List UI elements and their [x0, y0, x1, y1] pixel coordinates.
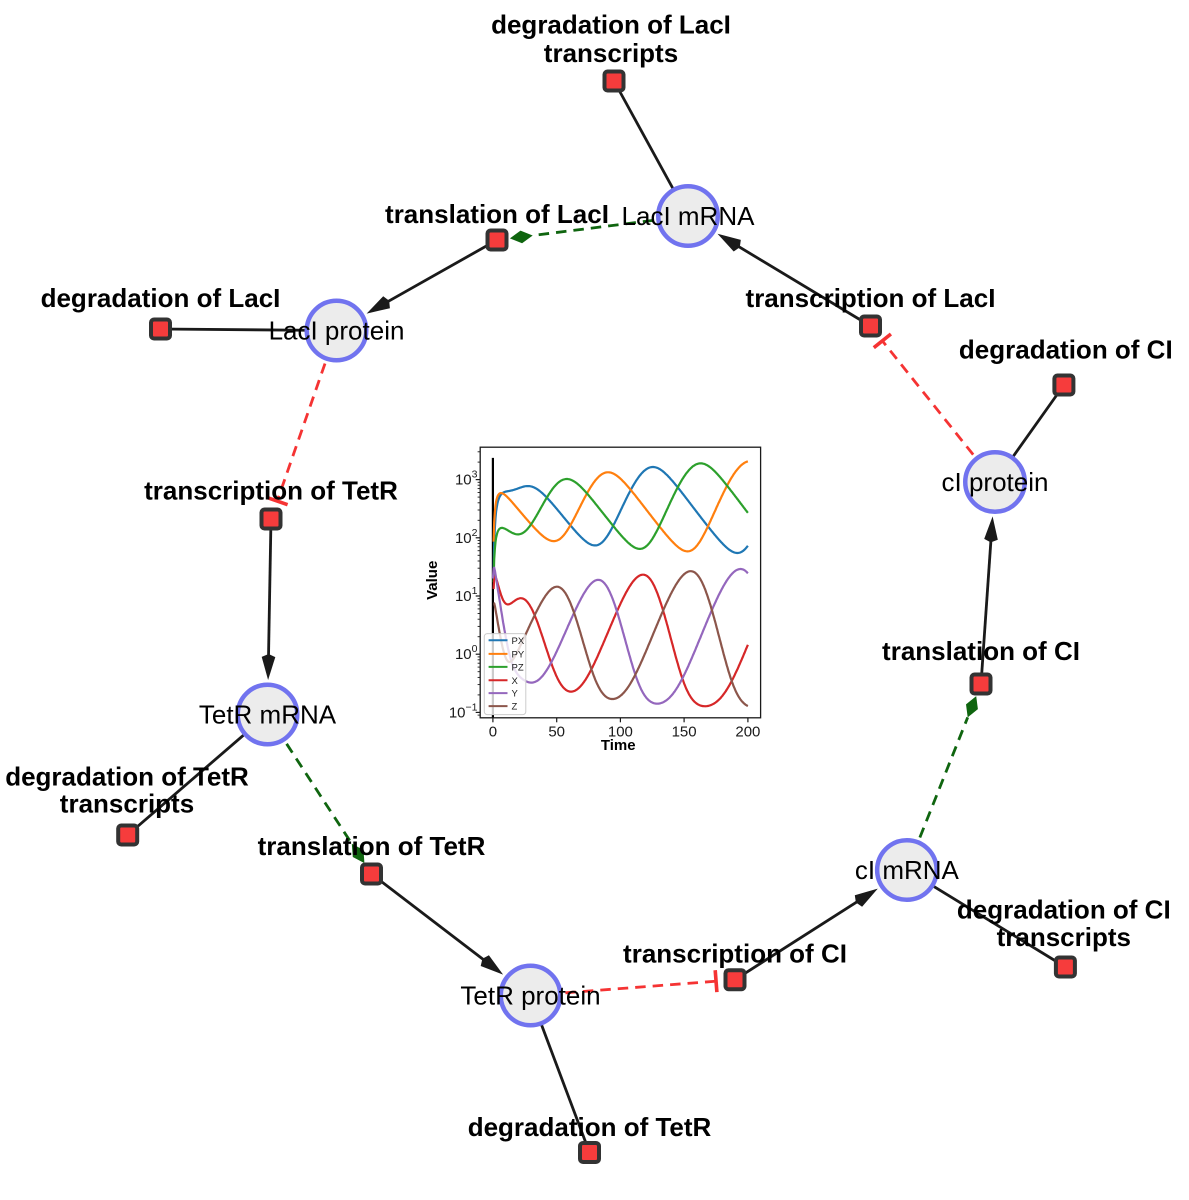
svg-text:translation of CI: translation of CI [882, 636, 1080, 666]
svg-text:degradation of CI: degradation of CI [959, 335, 1173, 365]
svg-text:150: 150 [672, 724, 697, 741]
svg-text:TetR mRNA: TetR mRNA [199, 700, 337, 730]
svg-text:LacI mRNA: LacI mRNA [622, 201, 756, 231]
svg-text:0: 0 [489, 724, 497, 741]
svg-text:translation of TetR: translation of TetR [258, 831, 486, 861]
svg-text:degradation of CI: degradation of CI [957, 895, 1171, 925]
svg-text:PY: PY [512, 650, 525, 661]
svg-text:Value: Value [424, 561, 441, 600]
svg-text:100: 100 [608, 724, 633, 741]
svg-text:translation of LacI: translation of LacI [385, 199, 609, 229]
svg-text:transcripts: transcripts [60, 788, 194, 818]
svg-text:Z: Z [512, 702, 518, 713]
svg-text:transcripts: transcripts [997, 922, 1131, 952]
svg-text:200: 200 [735, 724, 760, 741]
svg-text:PZ: PZ [512, 663, 524, 674]
svg-text:Time: Time [601, 737, 636, 754]
svg-text:X: X [512, 676, 519, 687]
svg-text:degradation of LacI: degradation of LacI [41, 283, 281, 313]
svg-text:Y: Y [512, 689, 519, 700]
svg-text:transcripts: transcripts [544, 38, 678, 68]
svg-text:cI mRNA: cI mRNA [855, 855, 960, 885]
svg-text:50: 50 [548, 724, 565, 741]
svg-text:transcription of TetR: transcription of TetR [144, 476, 398, 506]
svg-text:degradation of TetR: degradation of TetR [5, 762, 249, 792]
svg-text:transcription of LacI: transcription of LacI [746, 283, 996, 313]
svg-text:degradation of LacI: degradation of LacI [491, 10, 731, 40]
svg-text:TetR protein: TetR protein [460, 981, 600, 1011]
svg-text:LacI protein: LacI protein [269, 316, 405, 346]
svg-text:PX: PX [512, 636, 525, 647]
svg-text:transcription of CI: transcription of CI [623, 939, 847, 969]
svg-text:cI protein: cI protein [942, 467, 1049, 497]
svg-text:degradation of TetR: degradation of TetR [468, 1112, 712, 1142]
